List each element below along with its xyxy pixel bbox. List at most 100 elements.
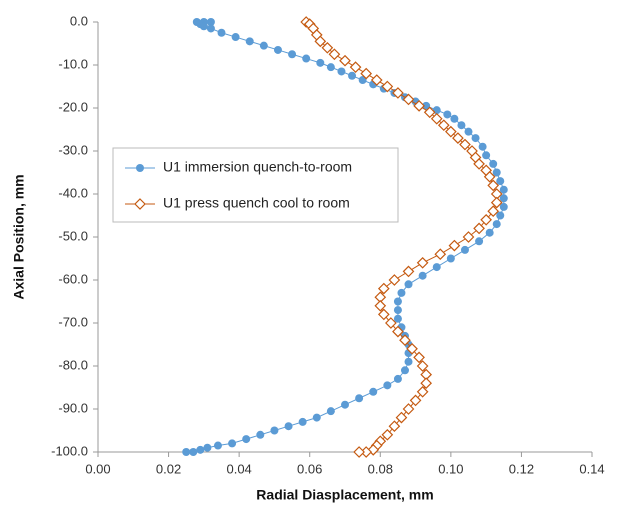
- marker: [298, 417, 307, 426]
- y-tick-label: -70.0: [58, 314, 88, 329]
- marker: [420, 377, 433, 390]
- marker: [273, 45, 282, 54]
- marker: [270, 426, 279, 435]
- marker: [284, 422, 293, 431]
- marker: [499, 202, 508, 211]
- marker: [355, 394, 364, 403]
- marker: [288, 50, 297, 59]
- x-tick-label: 0.14: [579, 461, 604, 476]
- marker: [459, 138, 471, 151]
- legend-box: [112, 147, 399, 223]
- marker: [377, 308, 390, 321]
- y-tick-label: 0.0: [70, 13, 88, 28]
- x-tick-label: 0.12: [509, 461, 534, 476]
- marker: [196, 445, 205, 454]
- marker: [316, 58, 325, 67]
- marker: [397, 288, 406, 297]
- y-tick-label: -50.0: [58, 228, 88, 243]
- marker: [460, 245, 469, 254]
- marker: [385, 317, 397, 329]
- marker: [483, 170, 496, 183]
- marker: [432, 263, 441, 272]
- y-axis-title: Axial Position, mm: [11, 174, 27, 299]
- marker: [399, 334, 411, 347]
- y-tick-label: -90.0: [58, 400, 88, 415]
- marker: [457, 121, 466, 130]
- legend-label: U1 immersion quench-to-room: [163, 159, 352, 175]
- marker: [206, 18, 215, 26]
- marker: [337, 67, 346, 76]
- marker: [312, 413, 321, 422]
- marker: [473, 222, 485, 235]
- marker: [499, 185, 508, 194]
- marker: [416, 385, 429, 398]
- marker: [392, 325, 404, 338]
- marker: [326, 63, 335, 72]
- marker: [358, 76, 367, 85]
- marker: [492, 220, 501, 229]
- marker: [339, 54, 351, 67]
- marker: [418, 271, 427, 280]
- marker: [199, 22, 208, 31]
- marker: [242, 435, 251, 444]
- marker: [348, 71, 357, 80]
- marker: [452, 132, 464, 144]
- marker: [228, 439, 237, 448]
- marker: [416, 256, 429, 269]
- marker: [189, 448, 198, 456]
- marker: [487, 179, 500, 192]
- marker: [182, 448, 191, 456]
- marker: [471, 134, 480, 143]
- marker: [489, 159, 498, 168]
- marker: [353, 446, 365, 458]
- marker: [482, 151, 491, 160]
- marker: [480, 213, 492, 226]
- marker: [464, 127, 473, 136]
- x-tick-label: 0.08: [368, 461, 393, 476]
- x-tick-label: 0.10: [438, 461, 463, 476]
- marker: [321, 41, 334, 54]
- marker: [448, 239, 461, 252]
- marker: [478, 142, 487, 151]
- marker: [423, 106, 436, 119]
- marker: [217, 28, 226, 37]
- marker: [485, 228, 494, 237]
- marker: [430, 112, 443, 125]
- marker: [496, 177, 505, 186]
- marker: [395, 411, 408, 424]
- marker: [462, 231, 475, 243]
- marker: [388, 274, 401, 286]
- marker: [314, 35, 327, 48]
- legend-label: U1 press quench cool to room: [163, 195, 350, 211]
- legend-marker: [136, 164, 144, 172]
- legend-marker: [134, 198, 146, 210]
- marker: [206, 24, 215, 33]
- x-tick-label: 0.06: [297, 461, 322, 476]
- x-tick-label: 0.02: [156, 461, 181, 476]
- marker: [326, 407, 335, 416]
- marker: [445, 125, 457, 138]
- marker: [496, 211, 505, 220]
- marker: [383, 381, 392, 390]
- marker: [381, 80, 394, 93]
- marker: [259, 41, 268, 50]
- y-tick-label: -10.0: [58, 56, 88, 71]
- marker: [413, 351, 425, 364]
- y-tick-label: -80.0: [58, 357, 88, 372]
- marker: [392, 87, 404, 99]
- marker: [413, 100, 425, 112]
- y-tick-label: -40.0: [58, 185, 88, 200]
- marker: [374, 299, 387, 312]
- marker: [393, 374, 402, 383]
- marker: [409, 394, 422, 407]
- marker: [404, 357, 413, 366]
- marker: [213, 441, 222, 450]
- x-axis-title: Radial Diasplacement, mm: [256, 487, 433, 503]
- y-tick-label: -30.0: [58, 142, 88, 157]
- marker: [381, 428, 394, 441]
- marker: [492, 168, 501, 177]
- marker: [446, 254, 455, 263]
- marker: [406, 342, 418, 355]
- marker: [443, 110, 452, 119]
